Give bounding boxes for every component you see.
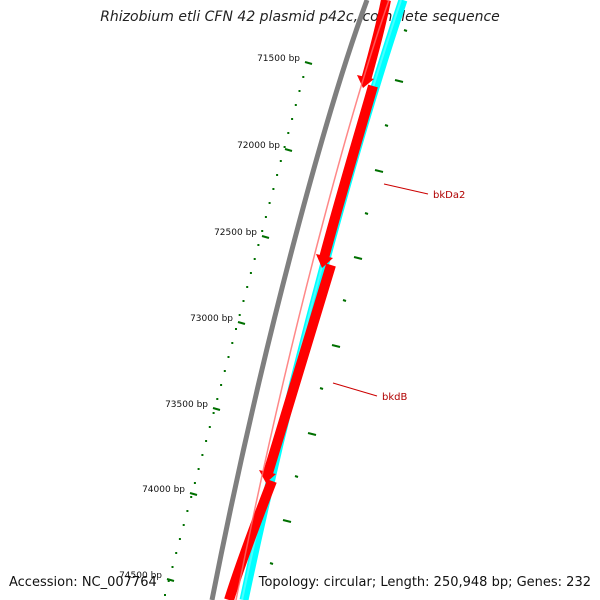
gene-label-bkda2[interactable]: bkDa2 (433, 190, 465, 201)
scale-dot (186, 510, 189, 512)
scale-dot (242, 300, 245, 302)
gene-highlight (235, 0, 390, 600)
scale-dot (193, 482, 196, 484)
scale-dot (197, 468, 200, 470)
gene-arrow-bkda2[interactable] (316, 84, 378, 268)
scale-tick-label: 73000 bp (190, 314, 233, 324)
scale-ticks: 71500 bp 72000 bp 72500 bp 73000 bp 73500 bp… (119, 54, 313, 582)
scale-dot (231, 342, 234, 344)
scale-dot (220, 384, 223, 386)
scale-tick-mark (284, 148, 293, 152)
scale-dot (175, 552, 178, 554)
scale-dot (287, 132, 290, 134)
gene-arrow-bkdb[interactable] (259, 263, 336, 483)
scale-tick-mark (189, 492, 198, 496)
scale-dot (167, 580, 170, 582)
scale-tick-mark (261, 235, 270, 239)
scale-dot (201, 454, 204, 456)
scale-dot (249, 272, 252, 274)
scale-dot (294, 104, 297, 106)
scale-dot (190, 496, 193, 498)
gene-label-leaders (332, 183, 429, 397)
scale-dot (283, 146, 286, 148)
scale-tick-mark (237, 321, 246, 325)
scale-tick-label: 73500 bp (165, 400, 208, 410)
scale-dot (264, 216, 267, 218)
scale-dot (212, 412, 215, 414)
backbone-arc (209, 0, 370, 600)
scale-dot (216, 398, 219, 400)
scale-track-dots (164, 76, 305, 596)
scale-dot (279, 160, 282, 162)
scale-tick-label: 74500 bp (119, 571, 162, 581)
scale-tick-mark (166, 578, 175, 582)
scale-dot (272, 188, 275, 190)
scale-tick-label: 72500 bp (214, 228, 257, 238)
scale-dot (257, 244, 260, 246)
scale-dot (223, 370, 226, 372)
scale-tick-label: 72000 bp (237, 141, 280, 151)
scale-dot (227, 356, 230, 358)
topology-summary: Topology: circular; Length: 250,948 bp; … (258, 575, 591, 590)
scale-dot (164, 594, 166, 596)
scale-dot (182, 524, 185, 526)
scale-dot (205, 440, 208, 442)
scale-dot (276, 174, 279, 176)
scale-dot (302, 76, 305, 78)
gene-arrow-4[interactable] (224, 479, 277, 600)
scale-dot (208, 426, 211, 428)
scale-dot (238, 314, 241, 316)
scale-dot (268, 202, 271, 204)
scale-dot (261, 230, 264, 232)
scale-dot (246, 286, 249, 288)
scale-tick-mark (212, 407, 221, 411)
accession-text: Accession: NC_007764 (9, 575, 157, 590)
scale-tick-label: 74000 bp (142, 485, 185, 495)
gene-arrow-1[interactable] (357, 0, 391, 88)
scale-dot (253, 258, 256, 260)
outer-ticks (269, 29, 408, 565)
scale-dot (178, 538, 181, 540)
scale-dot (298, 90, 301, 92)
scale-tick-mark (304, 61, 313, 65)
scale-dot (291, 118, 294, 120)
gene-label-bkdb[interactable]: bkdB (382, 392, 407, 403)
scale-dot (171, 566, 174, 568)
scale-tick-label: 71500 bp (257, 54, 300, 64)
scale-dot (235, 328, 237, 330)
